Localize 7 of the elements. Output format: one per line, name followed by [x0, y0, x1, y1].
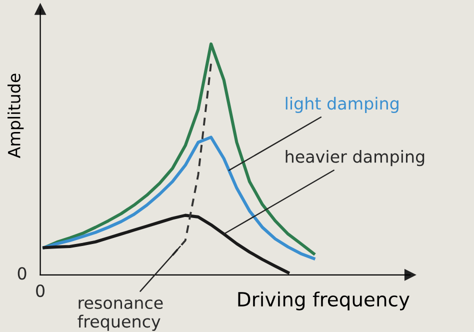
text: heavier damping [286, 150, 424, 166]
y-axis-title: Amplitude [8, 74, 24, 158]
text: 0 [36, 284, 44, 298]
text: 0 [18, 267, 26, 280]
text: light damping [286, 96, 398, 113]
text: resonance frequency [78, 299, 163, 331]
x-axis-title: Driving frequency [238, 292, 410, 310]
